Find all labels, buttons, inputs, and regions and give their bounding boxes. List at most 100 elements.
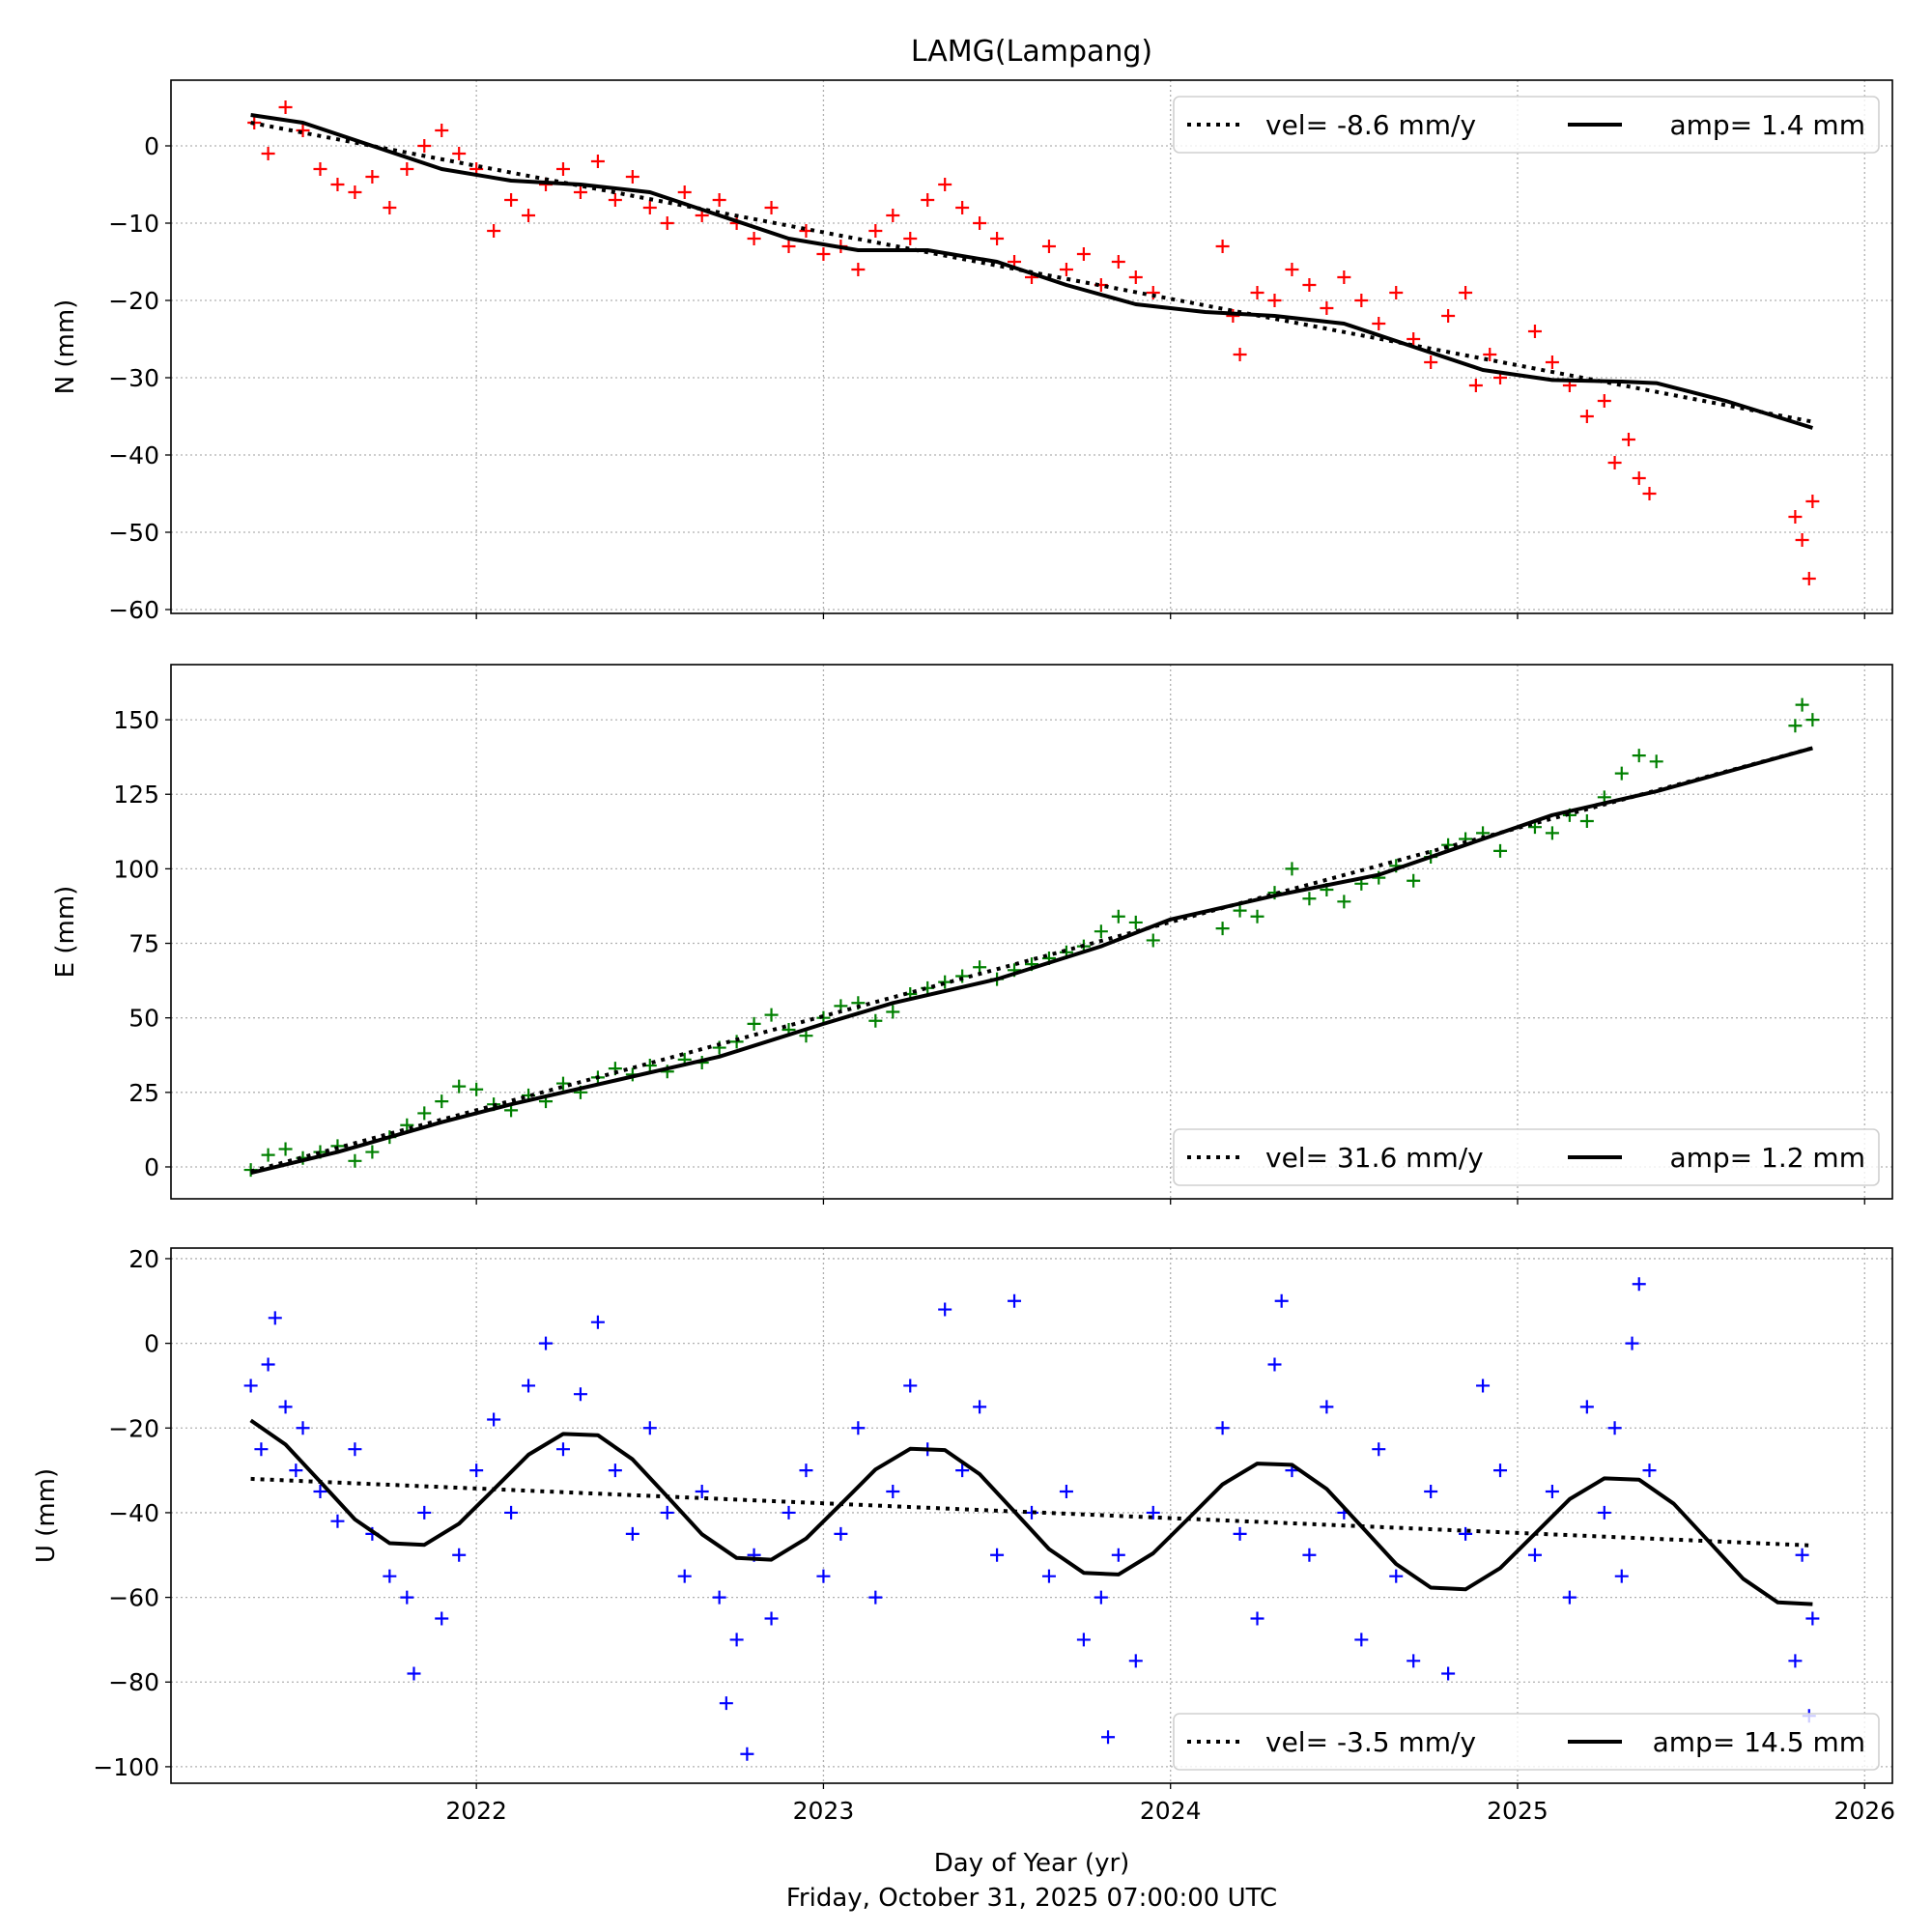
data-point	[1320, 301, 1334, 315]
data-point	[504, 193, 519, 207]
data-point	[539, 1336, 554, 1350]
data-point	[1041, 240, 1056, 253]
data-point	[417, 1106, 432, 1121]
x-axis-label: Day of Year (yr)	[934, 1849, 1130, 1878]
data-point	[573, 185, 587, 199]
data-point	[955, 1463, 970, 1478]
data-point	[1476, 1378, 1491, 1393]
y-tick-label: −10	[108, 210, 159, 238]
legend-amplitude-label: amp= 14.5 mm	[1653, 1726, 1865, 1758]
data-point	[1302, 278, 1317, 292]
data-point	[1805, 495, 1820, 508]
data-point	[487, 1412, 501, 1427]
data-point	[1025, 1505, 1038, 1520]
legend: vel= -8.6 mm/y amp= 1.4 mm	[1173, 96, 1880, 154]
data-point	[1545, 355, 1559, 369]
y-tick-label: 150	[113, 706, 159, 734]
data-point	[313, 1485, 327, 1499]
data-point	[1337, 895, 1351, 909]
data-point	[243, 1378, 258, 1393]
y-tick-label: 0	[144, 132, 159, 160]
data-point	[268, 1311, 282, 1325]
data-point	[921, 193, 935, 207]
y-tick-label: −30	[108, 364, 159, 392]
data-point	[1267, 1357, 1282, 1372]
data-point	[781, 240, 796, 253]
data-point	[1215, 240, 1230, 253]
data-point	[278, 1142, 293, 1156]
data-point	[1250, 286, 1264, 299]
data-point	[555, 1442, 570, 1457]
data-point	[1146, 933, 1160, 948]
data-point	[400, 1590, 414, 1605]
data-point	[1642, 487, 1657, 500]
data-point	[955, 201, 970, 214]
y-tick-label: −40	[108, 1499, 159, 1527]
data-point	[868, 1013, 883, 1028]
y-tick-label: 20	[128, 1245, 159, 1273]
y-tick-label: −40	[108, 441, 159, 469]
data-point	[469, 1463, 484, 1478]
data-point	[886, 1485, 900, 1499]
data-point	[452, 1548, 467, 1562]
data-point	[868, 1590, 883, 1605]
y-tick-label: −100	[93, 1753, 159, 1781]
y-tick-label: 50	[128, 1005, 159, 1033]
y-axis-label: U (mm)	[32, 1468, 61, 1563]
data-point	[573, 1387, 587, 1402]
y-tick-label: 0	[144, 1330, 159, 1358]
data-point	[1406, 332, 1421, 346]
data-point	[365, 170, 380, 184]
data-point	[330, 1514, 345, 1528]
legend-velocity-label: vel= -8.6 mm/y	[1265, 109, 1476, 141]
data-point	[1215, 922, 1230, 936]
data-point	[1632, 1277, 1646, 1292]
data-point	[1111, 255, 1125, 269]
data-point	[1424, 1485, 1438, 1499]
data-point	[1406, 1654, 1421, 1668]
axes-frame	[170, 664, 1893, 1200]
data-point	[1579, 814, 1594, 829]
data-point	[1008, 1293, 1022, 1308]
data-point	[764, 201, 779, 214]
data-point	[1111, 909, 1125, 923]
y-tick-label: 125	[113, 781, 159, 809]
figure-title: LAMG(Lampang)	[911, 35, 1152, 69]
data-point	[1059, 1485, 1073, 1499]
data-point	[1468, 379, 1483, 392]
data-point	[590, 1315, 605, 1329]
axes-frame	[170, 79, 1893, 614]
data-point	[555, 162, 570, 176]
data-point	[886, 209, 900, 222]
legend-velocity-label: vel= -3.5 mm/y	[1265, 1726, 1476, 1758]
y-tick-label: −50	[108, 519, 159, 547]
data-point	[254, 1442, 269, 1457]
data-point	[1459, 1526, 1473, 1541]
data-point	[313, 162, 327, 176]
panel-N: 0 −10 −20 −30 −40 −50 −60 N (mm) vel= -8.6 mm/y a…	[51, 79, 1893, 624]
data-point	[955, 969, 970, 983]
data-point	[1493, 1463, 1508, 1478]
panel-E: 0 25 50 75 100 125 150 E (mm) vel= 31.6 mm/y amp=…	[51, 664, 1893, 1205]
data-point	[1406, 873, 1421, 888]
data-point	[660, 216, 674, 230]
x-tick-label: 2024	[1140, 1797, 1202, 1825]
data-point	[1285, 263, 1299, 276]
data-point	[608, 1463, 622, 1478]
legend-amplitude-label: amp= 1.4 mm	[1669, 109, 1865, 141]
data-point	[1614, 1569, 1629, 1583]
data-point	[1788, 510, 1803, 524]
data-point	[435, 1094, 449, 1109]
data-point	[1372, 317, 1386, 330]
data-point	[816, 1569, 831, 1583]
data-point	[1250, 909, 1264, 923]
data-point	[400, 1118, 414, 1132]
data-point	[903, 1378, 918, 1393]
data-point	[330, 178, 345, 191]
data-point	[504, 1505, 519, 1520]
data-point	[1128, 915, 1143, 929]
data-point	[712, 1590, 726, 1605]
data-point	[781, 1505, 796, 1520]
data-point	[435, 1611, 449, 1626]
